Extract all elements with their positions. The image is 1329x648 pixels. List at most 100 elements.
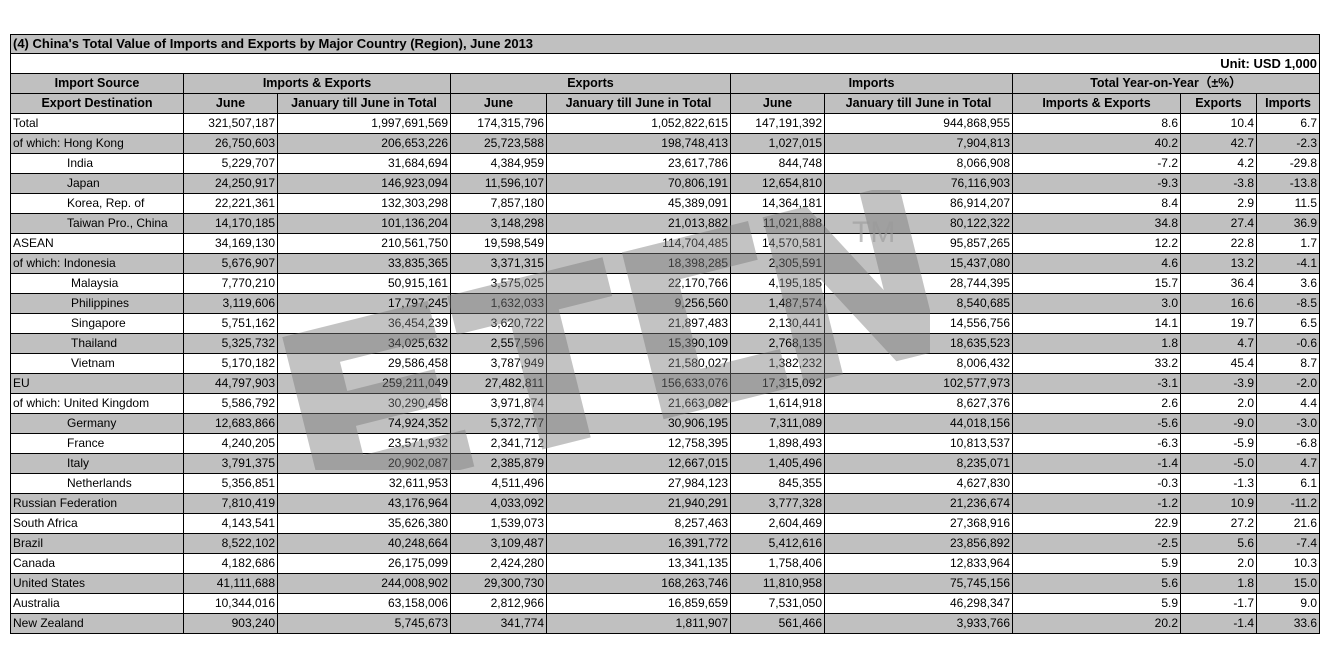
cell-im-jan-june: 27,368,916 — [824, 513, 1013, 534]
table-row: Taiwan Pro., China 14,170,185 101,136,204 3… — [10, 213, 1321, 234]
unit-label: Unit: USD 1,000 — [9, 53, 1321, 74]
cell-yoy-im: 6.5 — [1255, 313, 1321, 334]
cell-ie-june: 24,250,917 — [183, 173, 278, 194]
unit-row: Unit: USD 1,000 — [9, 53, 1321, 74]
cell-ex-june: 5,372,777 — [450, 413, 547, 434]
table-row: New Zealand 903,240 5,745,673 341,774 1,811,… — [10, 613, 1321, 634]
cell-yoy-ie: 15.7 — [1012, 273, 1181, 294]
table-row: Korea, Rep. of 22,221,361 132,303,298 7,857… — [10, 193, 1321, 214]
cell-yoy-ie: -7.2 — [1012, 153, 1181, 174]
cell-ex-june: 3,109,487 — [450, 533, 547, 554]
cell-yoy-ie: -1.2 — [1012, 493, 1181, 514]
row-label: Japan — [10, 173, 184, 194]
cell-im-june: 845,355 — [730, 473, 825, 494]
cell-ex-june: 7,857,180 — [450, 193, 547, 214]
cell-im-june: 4,195,185 — [730, 273, 825, 294]
cell-yoy-ie: 1.8 — [1012, 333, 1181, 354]
cell-ie-june: 5,229,707 — [183, 153, 278, 174]
cell-im-june: 11,810,958 — [730, 573, 825, 594]
row-label: Philippines — [10, 293, 184, 314]
cell-ie-jan-june: 36,454,239 — [277, 313, 451, 334]
cell-yoy-ex: -1.7 — [1180, 593, 1257, 614]
cell-im-june: 1,487,574 — [730, 293, 825, 314]
table-row: Malaysia 7,770,210 50,915,161 3,575,025 22,1… — [10, 273, 1321, 294]
cell-yoy-ie: 40.2 — [1012, 133, 1181, 154]
cell-ie-jan-june: 146,923,094 — [277, 173, 451, 194]
header-ex-jan-june: January till June in Total — [546, 93, 731, 114]
row-label: EU — [10, 373, 184, 394]
row-label: Korea, Rep. of — [10, 193, 184, 214]
cell-yoy-ie: -1.4 — [1012, 453, 1181, 474]
cell-ie-jan-june: 206,653,226 — [277, 133, 451, 154]
table-row: of which: United Kingdom 5,586,792 30,290,… — [10, 393, 1321, 414]
header-yoy-imports-exports: Imports & Exports — [1012, 93, 1181, 114]
spreadsheet: (4) China's Total Value of Imports and E… — [9, 34, 1321, 634]
cell-ex-june: 4,384,959 — [450, 153, 547, 174]
cell-yoy-im: 15.0 — [1255, 573, 1321, 594]
cell-yoy-im: -13.8 — [1255, 173, 1321, 194]
cell-ie-june: 5,356,851 — [183, 473, 278, 494]
cell-im-jan-june: 21,236,674 — [824, 493, 1013, 514]
cell-ie-june: 8,522,102 — [183, 533, 278, 554]
cell-ex-jan-june: 21,580,027 — [546, 353, 731, 374]
cell-yoy-ex: -1.3 — [1180, 473, 1257, 494]
cell-yoy-im: 33.6 — [1255, 613, 1321, 634]
table-row: United States 41,111,688 244,008,902 29,300… — [10, 573, 1321, 594]
cell-ex-june: 174,315,796 — [450, 113, 547, 134]
cell-ex-june: 3,575,025 — [450, 273, 547, 294]
cell-yoy-im: 4.7 — [1255, 453, 1321, 474]
cell-im-jan-june: 18,635,523 — [824, 333, 1013, 354]
cell-ex-june: 3,148,298 — [450, 213, 547, 234]
title-row: (4) China's Total Value of Imports and E… — [9, 34, 1321, 54]
cell-ex-june: 1,632,033 — [450, 293, 547, 314]
row-label: Netherlands — [10, 473, 184, 494]
cell-ie-june: 5,751,162 — [183, 313, 278, 334]
row-label: Singapore — [10, 313, 184, 334]
cell-im-june: 1,898,493 — [730, 433, 825, 454]
cell-yoy-ex: 10.9 — [1180, 493, 1257, 514]
table-title: (4) China's Total Value of Imports and E… — [9, 34, 1321, 54]
table-row: Brazil 8,522,102 40,248,664 3,109,487 16,391… — [10, 533, 1321, 554]
cell-yoy-ie: 4.6 — [1012, 253, 1181, 274]
cell-yoy-ex: 10.4 — [1180, 113, 1257, 134]
cell-ex-jan-june: 21,897,483 — [546, 313, 731, 334]
cell-ie-jan-june: 17,797,245 — [277, 293, 451, 314]
header-yoy: Total Year-on-Year（±%） — [1011, 73, 1321, 94]
row-label: India — [10, 153, 184, 174]
cell-yoy-ex: -3.9 — [1180, 373, 1257, 394]
row-label: Australia — [10, 593, 184, 614]
cell-yoy-im: 11.5 — [1255, 193, 1321, 214]
trade-table: (4) China's Total Value of Imports and E… — [9, 34, 1321, 634]
row-label: Total — [10, 113, 184, 134]
cell-ie-june: 7,770,210 — [183, 273, 278, 294]
cell-ie-june: 903,240 — [183, 613, 278, 634]
cell-ex-june: 2,557,596 — [450, 333, 547, 354]
table-row: Vietnam 5,170,182 29,586,458 3,787,949 21,58… — [10, 353, 1321, 374]
cell-ex-jan-june: 21,013,882 — [546, 213, 731, 234]
table-row: EU 44,797,903 259,211,049 27,482,811 156,633… — [10, 373, 1321, 394]
cell-im-june: 2,305,591 — [730, 253, 825, 274]
cell-ex-jan-june: 16,391,772 — [546, 533, 731, 554]
row-label: United States — [10, 573, 184, 594]
cell-yoy-ex: 1.8 — [1180, 573, 1257, 594]
cell-ex-june: 2,341,712 — [450, 433, 547, 454]
cell-yoy-ie: 33.2 — [1012, 353, 1181, 374]
cell-yoy-ie: -3.1 — [1012, 373, 1181, 394]
cell-yoy-ex: 5.6 — [1180, 533, 1257, 554]
cell-yoy-ex: 45.4 — [1180, 353, 1257, 374]
cell-im-june: 2,768,135 — [730, 333, 825, 354]
table-row: Russian Federation 7,810,419 43,176,964 4,0… — [10, 493, 1321, 514]
cell-ex-june: 341,774 — [450, 613, 547, 634]
cell-yoy-im: -11.2 — [1255, 493, 1321, 514]
row-label: Brazil — [10, 533, 184, 554]
cell-ie-jan-june: 32,611,953 — [277, 473, 451, 494]
table-row: of which: Hong Kong 26,750,603 206,653,226… — [10, 133, 1321, 154]
cell-yoy-im: -29.8 — [1255, 153, 1321, 174]
cell-ie-june: 321,507,187 — [183, 113, 278, 134]
cell-yoy-ex: 2.0 — [1180, 553, 1257, 574]
cell-im-june: 14,570,581 — [730, 233, 825, 254]
header-imports: Imports — [730, 73, 1013, 94]
cell-ex-jan-june: 12,758,395 — [546, 433, 731, 454]
cell-yoy-im: 6.7 — [1255, 113, 1321, 134]
cell-ie-june: 26,750,603 — [183, 133, 278, 154]
